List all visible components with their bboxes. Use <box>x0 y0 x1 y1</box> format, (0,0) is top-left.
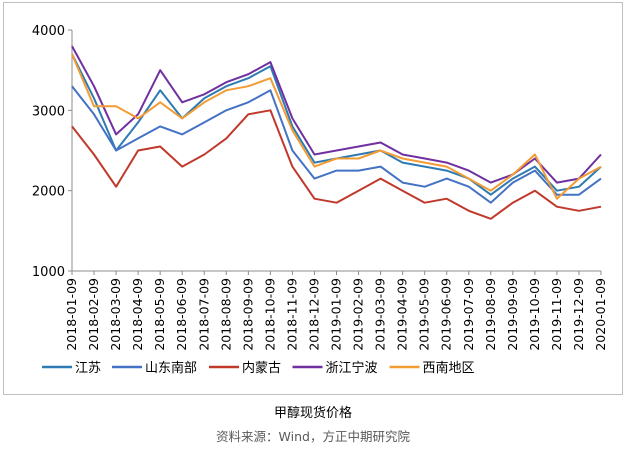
x-tick-label: 2019-06-09 <box>439 278 454 351</box>
x-tick-label: 2019-08-09 <box>483 278 498 351</box>
x-tick-label: 2018-05-09 <box>152 278 167 351</box>
x-tick-label: 2018-11-09 <box>284 278 299 351</box>
chart-source: 资料来源：Wind，方正中期研究院 <box>216 429 410 444</box>
y-tick-label: 2000 <box>32 185 65 200</box>
series-line <box>71 85 602 204</box>
x-tick-label: 2019-05-09 <box>417 278 432 351</box>
chart-title: 甲醇现货价格 <box>273 406 352 421</box>
x-tick-label: 2018-08-09 <box>218 278 233 351</box>
x-tick-label: 2019-02-09 <box>351 278 366 351</box>
x-tick-label: 2018-12-09 <box>306 278 321 351</box>
chart-lines <box>71 45 602 220</box>
y-tick-label: 3000 <box>32 104 65 119</box>
series-line <box>71 53 602 200</box>
x-tick-label: 2019-04-09 <box>395 278 410 351</box>
x-tick-label: 2018-09-09 <box>240 278 255 351</box>
x-tick-label: 2019-03-09 <box>373 278 388 351</box>
chart-axes: 1000 2000 3000 4000 2018-01-09 2018-02-09 2018… <box>32 24 608 351</box>
x-tick-label: 2020-01-09 <box>593 278 608 351</box>
x-tick-label: 2019-09-09 <box>505 278 520 351</box>
legend-label: 浙江宁波 <box>326 360 378 376</box>
series-line <box>71 109 602 220</box>
series-line <box>71 53 602 196</box>
x-tick-label: 2018-10-09 <box>262 278 277 351</box>
x-tick-label: 2018-07-09 <box>196 278 211 351</box>
chart-frame <box>3 2 623 395</box>
x-tick-label: 2019-10-09 <box>527 278 542 351</box>
x-tick-label: 2018-04-09 <box>130 278 145 351</box>
line-chart: 1000 2000 3000 4000 2018-01-09 2018-02-09 2018… <box>32 24 608 376</box>
x-tick-label: 2018-06-09 <box>174 278 189 351</box>
x-tick-label: 2019-12-09 <box>571 278 586 351</box>
x-tick-label: 2018-01-09 <box>64 278 79 351</box>
x-tick-label: 2018-03-09 <box>108 278 123 351</box>
chart-legend: 江苏 山东南部 内蒙古 浙江宁波 西南地区 <box>42 360 475 376</box>
legend-label: 山东南部 <box>145 360 197 376</box>
x-tick-label: 2019-01-09 <box>329 278 344 351</box>
x-tick-label: 2019-11-09 <box>549 278 564 351</box>
legend-label: 内蒙古 <box>242 360 281 376</box>
x-tick-label: 2019-07-09 <box>461 278 476 351</box>
x-tick-label: 2018-02-09 <box>86 278 101 351</box>
legend-label: 江苏 <box>75 360 101 376</box>
legend-label: 西南地区 <box>423 360 475 376</box>
y-tick-label: 1000 <box>32 265 65 280</box>
y-tick-label: 4000 <box>32 24 65 39</box>
series-line <box>71 45 602 184</box>
